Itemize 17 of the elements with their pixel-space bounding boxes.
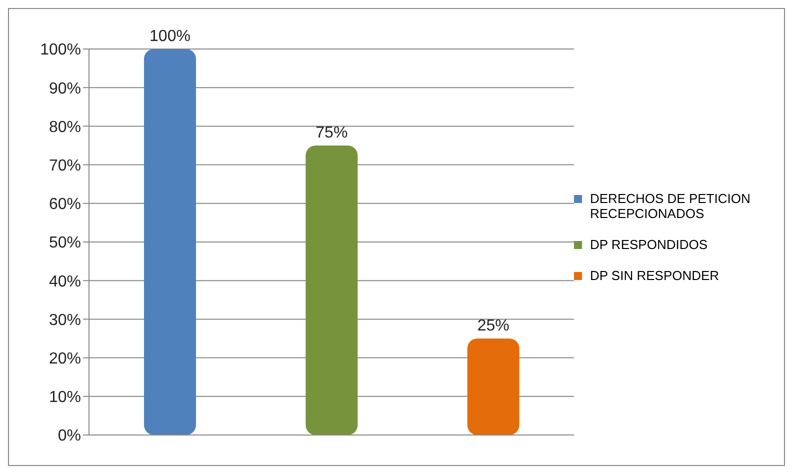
y-tick-label: 20% bbox=[48, 350, 81, 368]
y-tick-label: 90% bbox=[48, 80, 81, 98]
y-tick-label: 70% bbox=[48, 157, 81, 174]
y-tick-label: 30% bbox=[48, 312, 81, 329]
y-tick-label: 100% bbox=[40, 42, 81, 59]
data-label: 25% bbox=[477, 318, 510, 334]
y-tick-label: 60% bbox=[48, 196, 81, 214]
y-tick-label: 50% bbox=[48, 234, 81, 252]
legend-label: DP RESPONDIDOS bbox=[590, 237, 708, 252]
y-tick-label: 10% bbox=[48, 389, 81, 406]
data-label: 100% bbox=[150, 28, 190, 45]
data-label: 75% bbox=[316, 124, 348, 142]
legend-label: DP SIN RESPONDER bbox=[590, 268, 720, 283]
y-tick-label: 0% bbox=[58, 428, 81, 445]
y-tick-label: 80% bbox=[48, 118, 81, 136]
y-tick-label: 40% bbox=[48, 273, 81, 290]
legend-label: DERECHOS DE PETICION RECEPCIONADOS bbox=[590, 191, 752, 221]
